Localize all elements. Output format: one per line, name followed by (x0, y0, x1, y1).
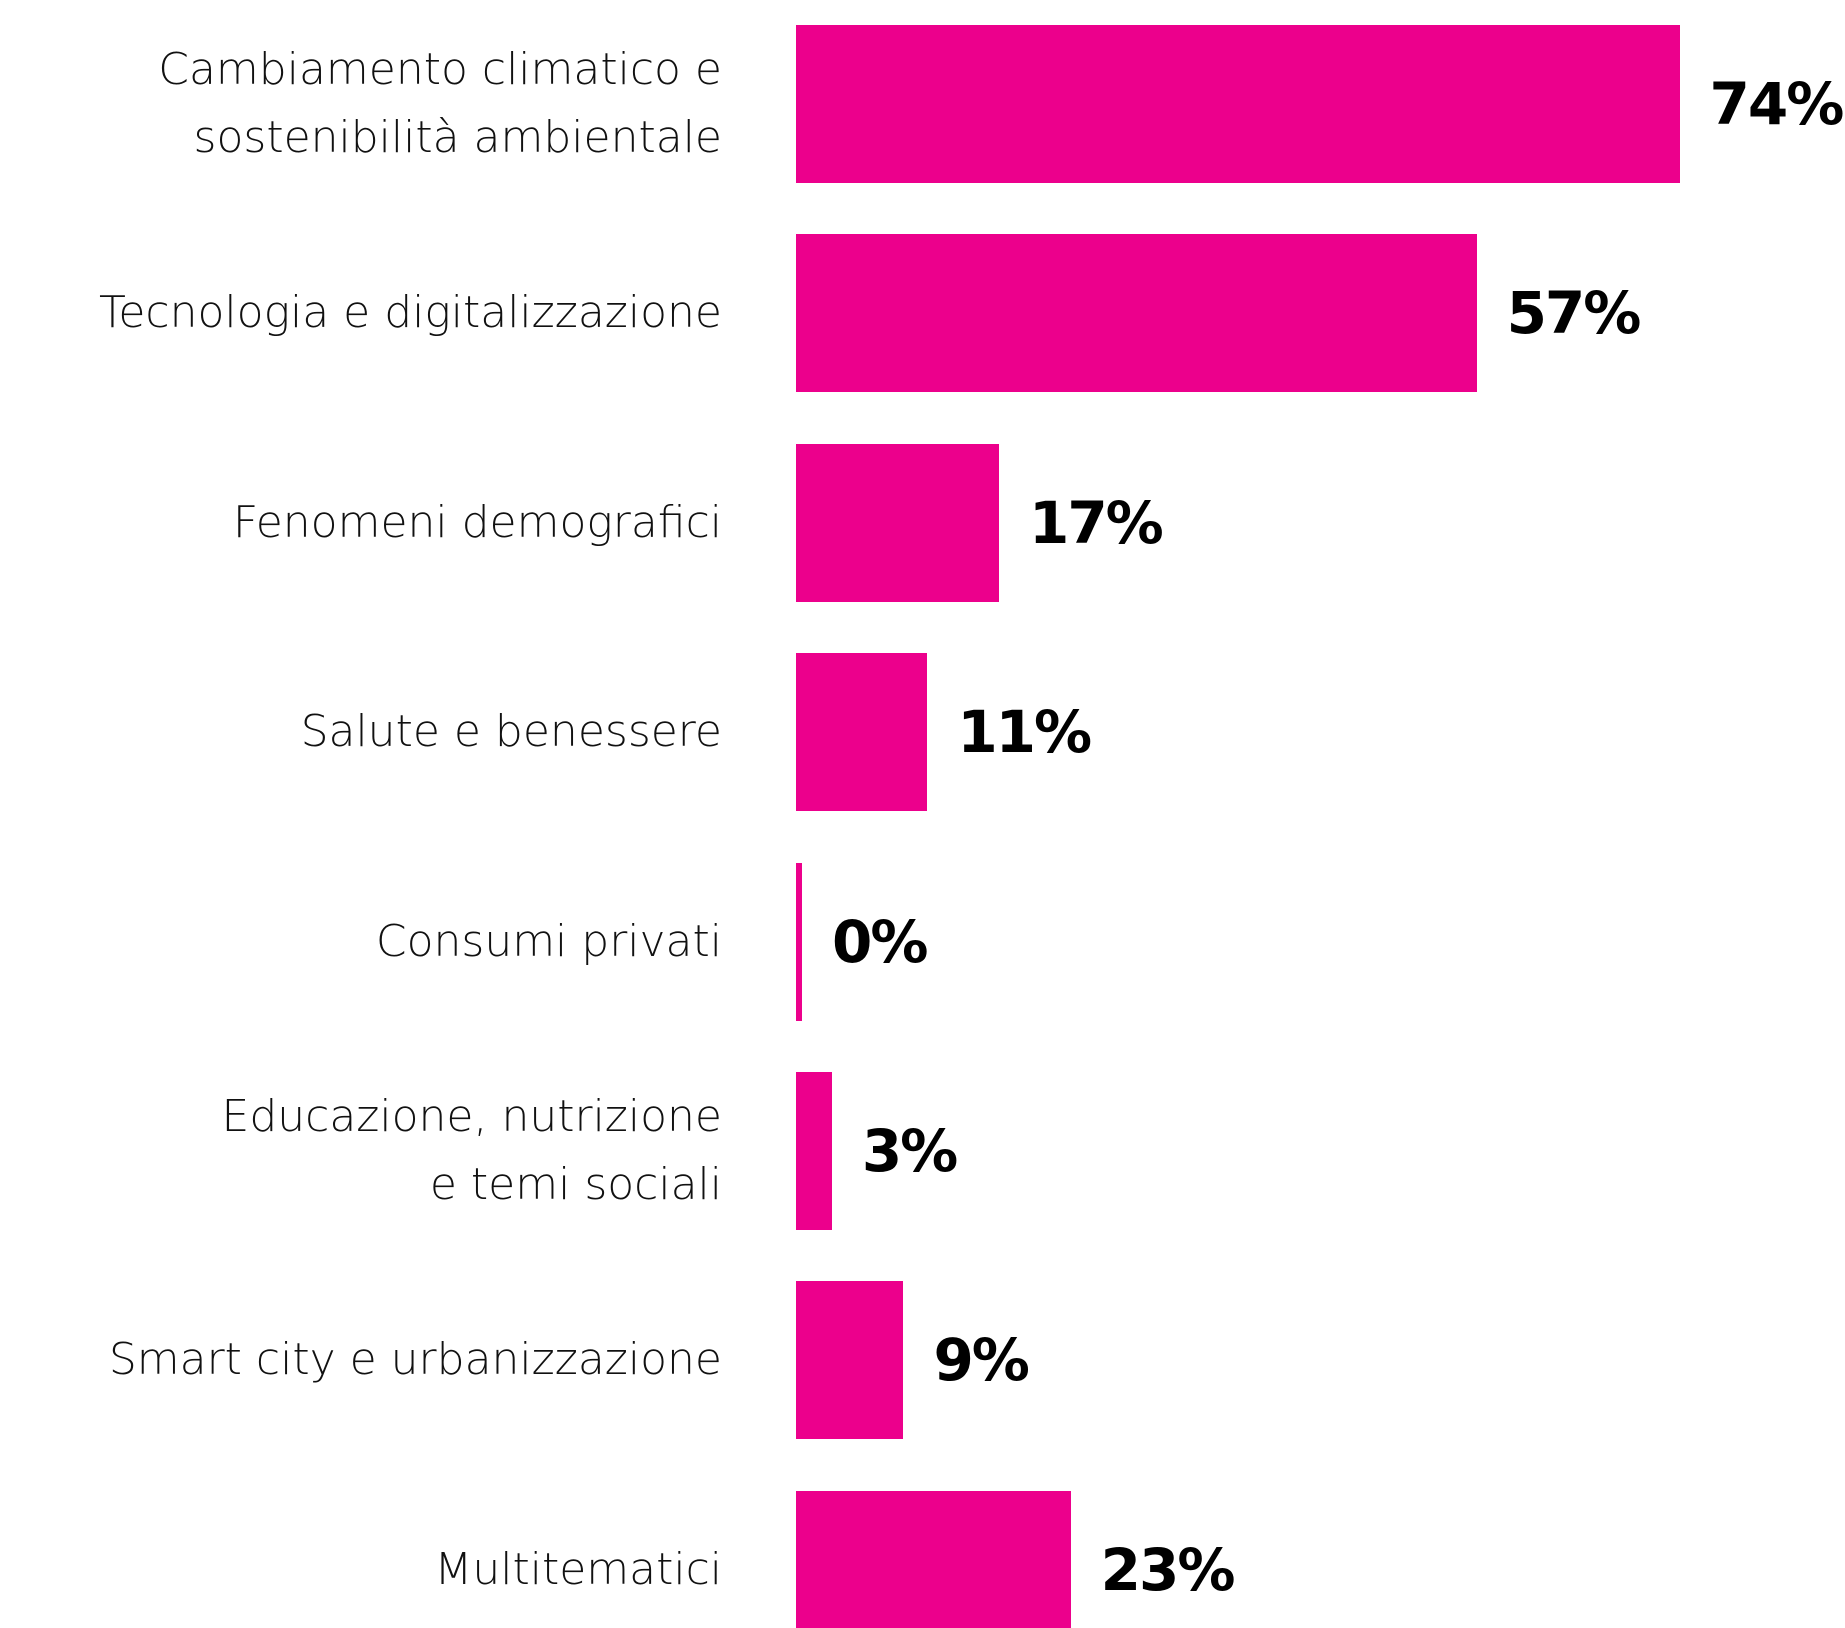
value-label: 74% (1709, 70, 1845, 138)
category-label: Fenomeni demografici (232, 496, 722, 548)
value-label: 17% (1028, 488, 1164, 557)
value-label: 9% (933, 1326, 1029, 1395)
value-label: 23% (1100, 1535, 1236, 1604)
category-label: Consumi privati (375, 915, 722, 967)
bar (796, 25, 1680, 183)
value-label: 57% (1506, 279, 1642, 348)
category-label: Tecnologia e digitalizzazione (98, 287, 722, 339)
value-label: 11% (957, 698, 1092, 767)
value-label: 3% (861, 1117, 958, 1185)
bar (796, 443, 999, 602)
value-label: 0% (832, 907, 928, 976)
bar (796, 1281, 904, 1440)
bar (796, 653, 928, 812)
category-label: Smart city e urbanizzazione (108, 1334, 722, 1386)
category-label: Multitematici (434, 1543, 722, 1595)
category-label: Educazione, nutrizione e temi sociali (221, 1091, 722, 1210)
bar (796, 234, 1477, 393)
bar (796, 1072, 832, 1230)
bar (796, 1490, 1071, 1628)
category-label: Salute e benessere (300, 706, 722, 758)
category-label: Cambiamento climatico e sostenibilità am… (158, 44, 722, 163)
bar (796, 862, 802, 1021)
